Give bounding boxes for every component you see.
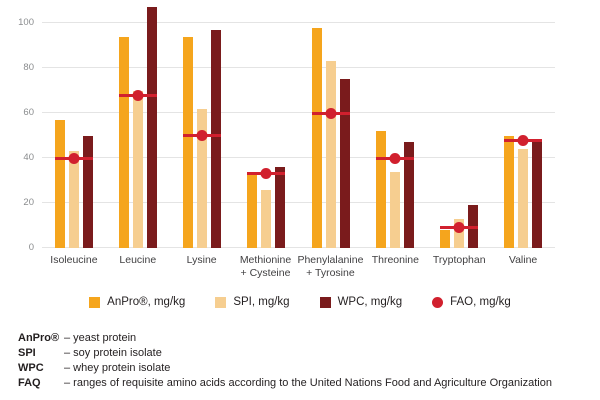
bar [211, 29, 222, 248]
bar [339, 79, 350, 248]
footnotes: AnPro® – yeast protein SPI – soy protein is… [18, 332, 588, 392]
bar [389, 171, 400, 248]
bar [133, 90, 144, 248]
bar [183, 36, 194, 248]
legend-square-swatch [89, 296, 101, 308]
footnote-term: AnPro® [18, 332, 60, 344]
x-axis-labels: Isoleucine Leucine Lysine Methionine + Cyste… [42, 254, 555, 280]
legend-label: WPC, mg/kg [337, 296, 403, 308]
gridline-40 [42, 157, 555, 158]
x-axis-label: Leucine [119, 254, 157, 266]
bar-group-leucine [106, 5, 170, 248]
legend-label: SPI, mg/kg [233, 296, 290, 308]
footnote-term: FAQ [18, 377, 41, 389]
legend-circle-swatch [432, 296, 444, 308]
bar [311, 27, 322, 248]
gridline-80 [42, 67, 555, 68]
fao-marker-dot [196, 130, 208, 141]
bar [275, 167, 286, 248]
gridline-0 [42, 247, 555, 248]
fao-marker-dot [389, 152, 401, 164]
footnote-row: FAQ – ranges of requisite amino acids acc… [18, 377, 588, 389]
bar [119, 36, 130, 248]
y-tick-label-0: 0 [28, 242, 34, 253]
legend-label: FAO, mg/kg [450, 296, 511, 308]
fao-marker-dot [68, 152, 80, 164]
footnote-description: – soy protein isolate [64, 347, 162, 359]
legend-item: FAO, mg/kg [432, 296, 511, 308]
legend-item: SPI, mg/kg [215, 296, 290, 308]
x-axis-label: Methionine + Cysteine [239, 254, 292, 279]
footnote-description: – yeast protein [64, 332, 137, 344]
bar [453, 218, 464, 248]
fao-marker-dot [260, 168, 272, 180]
bar [55, 119, 66, 248]
bar [531, 140, 542, 248]
bar [325, 61, 336, 248]
legend-item: WPC, mg/kg [319, 296, 403, 308]
bar [403, 142, 414, 248]
y-tick-label-20: 20 [23, 197, 34, 208]
bar [517, 149, 528, 248]
y-tick-label-40: 40 [23, 152, 34, 163]
bar [83, 135, 94, 248]
x-axis-label: Valine [508, 254, 538, 266]
footnote-term: WPC [18, 362, 44, 374]
bar [247, 173, 258, 248]
bar [261, 189, 272, 248]
bar [147, 7, 158, 248]
x-axis-label: Threonine [371, 254, 419, 266]
legend-square-swatch [319, 296, 331, 308]
footnote-row: WPC – whey protein isolate [18, 362, 588, 374]
fao-marker-dot [132, 89, 144, 101]
y-tick-label-100: 100 [18, 17, 34, 28]
gridline-20 [42, 202, 555, 203]
bar [503, 135, 514, 248]
bar-group-tryptophan [427, 5, 491, 248]
fao-marker-dot [453, 222, 465, 234]
plot-area [42, 5, 555, 248]
gridline-60 [42, 112, 555, 113]
fao-marker-dot [517, 134, 529, 146]
bar-group-threonine [363, 5, 427, 248]
footnote-term: SPI [18, 347, 36, 359]
bar [375, 131, 386, 248]
y-tick-label-60: 60 [23, 107, 34, 118]
footnote-description: – ranges of requisite amino acids accord… [64, 377, 552, 389]
bar-group-lysine [170, 5, 234, 248]
footnote-row: AnPro® – yeast protein [18, 332, 588, 344]
fao-marker-dot [325, 107, 337, 119]
bar [439, 230, 450, 248]
x-axis-label: Lysine [186, 254, 217, 266]
legend: AnPro®, mg/kg SPI, mg/kg WPC, mg/kg FAO, mg… [0, 296, 600, 308]
y-tick-label-80: 80 [23, 62, 34, 73]
x-axis-label: Isoleucine [50, 254, 98, 266]
bar-group-valine [491, 5, 555, 248]
bar [69, 151, 80, 248]
footnote-description: – whey protein isolate [64, 362, 171, 374]
legend-item: AnPro®, mg/kg [89, 296, 185, 308]
x-axis-label: Phenylalanine + Tyrosine [297, 254, 364, 279]
legend-label: AnPro®, mg/kg [107, 296, 186, 308]
x-axis-label: Tryptophan [432, 254, 486, 266]
footnote-row: SPI – soy protein isolate [18, 347, 588, 359]
gridline-100 [42, 22, 555, 23]
bar-group-methionine [234, 5, 298, 248]
bar-group-phenylalanine [299, 5, 363, 248]
bar [197, 108, 208, 248]
legend-square-swatch [215, 296, 227, 308]
bar-group-isoleucine [42, 5, 106, 248]
bar-chart: Isoleucine Leucine Lysine Methionine + Cyste… [18, 5, 555, 280]
